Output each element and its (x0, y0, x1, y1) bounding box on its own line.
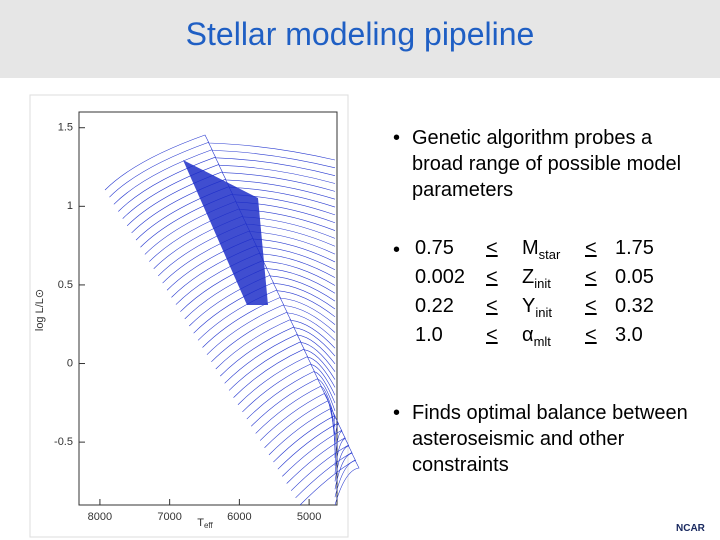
variable-symbol: Y (522, 295, 536, 317)
track (224, 334, 336, 384)
range-high: 0.05 (615, 266, 654, 288)
y-tick-label: -0.5 (54, 436, 73, 448)
track (242, 363, 336, 413)
y-tick-label: 0 (67, 357, 73, 369)
relation: < (486, 237, 498, 259)
relation: < (585, 266, 597, 288)
track (126, 171, 336, 227)
x-axis-label-sub: eff (204, 521, 214, 530)
relation: < (585, 324, 597, 346)
range-low: 0.75 (415, 237, 454, 259)
bullet-text: Genetic algorithm probes a broad range o… (412, 127, 682, 201)
x-axis-label: Teff (197, 517, 213, 530)
track (237, 356, 336, 405)
track (197, 289, 336, 341)
variable-subscript: star (538, 247, 561, 262)
x-axis-label-main: T (197, 517, 204, 529)
track (282, 430, 346, 477)
bullet-dot: • (393, 239, 401, 261)
variable: Zinit (522, 266, 551, 291)
track (233, 348, 336, 398)
logo: NCAR (676, 523, 705, 534)
variable: Yinit (522, 295, 552, 320)
y-tick-label: 1 (67, 200, 73, 212)
range-high: 0.32 (615, 295, 654, 317)
range-low: 1.0 (415, 324, 443, 346)
bullet-dot: • (393, 402, 401, 424)
variable: Mstar (522, 237, 560, 262)
bullet-dot: • (393, 127, 401, 149)
track (273, 415, 339, 463)
track-band (183, 160, 268, 305)
variable-symbol: α (522, 324, 534, 346)
track (251, 378, 336, 427)
y-tick-label: 0.5 (58, 279, 73, 291)
track (184, 267, 336, 320)
variable: αmlt (522, 324, 551, 349)
track (286, 437, 350, 484)
track (228, 341, 336, 391)
track (215, 319, 336, 370)
track (295, 452, 357, 499)
relation: < (486, 266, 498, 288)
x-tick-label: 5000 (297, 511, 321, 523)
track (277, 422, 343, 470)
track (220, 326, 336, 377)
relation: < (486, 295, 498, 317)
track (206, 304, 336, 355)
track (193, 282, 336, 334)
track (113, 149, 336, 205)
range-low: 0.22 (415, 295, 454, 317)
y-axis-label: log L/L⊙ (34, 289, 46, 331)
x-tick-label: 6000 (227, 511, 251, 523)
variable-symbol: Z (522, 266, 535, 288)
relation: < (585, 295, 597, 317)
variable-subscript: init (535, 305, 552, 320)
y-tick-label: 1.5 (58, 122, 73, 134)
track (122, 164, 336, 219)
bullet-text: Finds optimal balance between asteroseis… (412, 402, 688, 476)
range-low: 0.002 (415, 266, 466, 288)
x-tick-label: 8000 (88, 511, 112, 523)
range-high: 1.75 (615, 237, 654, 259)
track (264, 400, 336, 448)
relation: < (486, 324, 498, 346)
track (246, 370, 336, 420)
track (299, 459, 360, 506)
variable-subscript: init (534, 276, 551, 291)
slide-title: Stellar modeling pipeline (185, 16, 535, 52)
header-band (0, 0, 720, 78)
x-tick-label: 7000 (157, 511, 181, 523)
plot-frame (78, 111, 338, 506)
track (211, 311, 336, 363)
track (118, 156, 336, 212)
track (188, 274, 336, 327)
range-high: 3.0 (615, 324, 643, 346)
tracks (104, 134, 360, 506)
variable-subscript: mlt (533, 334, 551, 349)
track (202, 297, 336, 348)
track (268, 407, 336, 456)
relation: < (585, 237, 597, 259)
variable-symbol: M (522, 237, 539, 259)
